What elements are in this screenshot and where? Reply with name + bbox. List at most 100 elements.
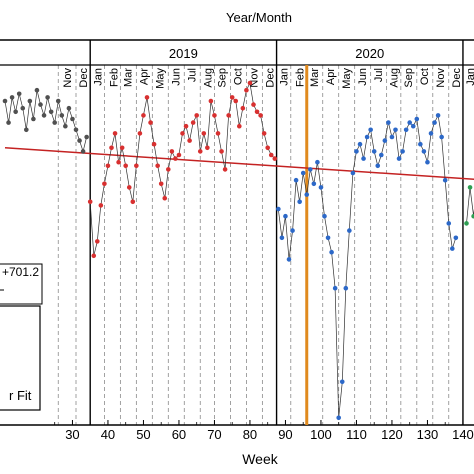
x-tick-label: 80 bbox=[243, 427, 257, 442]
data-point bbox=[169, 149, 175, 154]
data-point bbox=[400, 149, 405, 154]
month-label: Feb bbox=[108, 68, 120, 87]
data-point bbox=[329, 249, 334, 255]
data-point bbox=[155, 163, 160, 169]
month-label: Nov bbox=[62, 68, 74, 88]
data-point bbox=[418, 141, 423, 147]
data-point bbox=[38, 102, 43, 107]
data-point bbox=[31, 116, 36, 122]
data-point bbox=[95, 239, 100, 244]
data-point bbox=[158, 181, 164, 187]
equation-box bbox=[0, 263, 43, 305]
month-label: Oct bbox=[419, 68, 431, 85]
data-point bbox=[45, 95, 50, 100]
data-point bbox=[371, 149, 377, 154]
data-point bbox=[201, 131, 207, 136]
data-point bbox=[442, 177, 448, 183]
x-tick-label: 60 bbox=[172, 427, 186, 442]
data-point bbox=[237, 123, 242, 129]
data-point bbox=[87, 199, 93, 205]
x-tick-label: 30 bbox=[65, 427, 79, 442]
data-point bbox=[311, 181, 317, 187]
x-tick-label: 140 bbox=[452, 427, 474, 442]
data-point bbox=[52, 120, 57, 125]
x-tick-label: 50 bbox=[136, 427, 150, 442]
data-point bbox=[55, 98, 61, 104]
data-point bbox=[251, 102, 256, 107]
month-labels: Nov Dec Jan Feb Mar Apr May Jun Jul Aug Sep Oct Nov D… bbox=[62, 68, 474, 89]
data-point bbox=[304, 192, 310, 197]
x-tick-label: 100 bbox=[310, 427, 332, 442]
data-point bbox=[187, 138, 192, 143]
month-label: Aug bbox=[389, 68, 401, 88]
data-point bbox=[34, 87, 40, 93]
data-point bbox=[148, 120, 153, 125]
data-point bbox=[286, 257, 292, 262]
data-point bbox=[244, 87, 249, 93]
data-point bbox=[410, 123, 416, 129]
data-point bbox=[24, 127, 29, 133]
data-point bbox=[137, 131, 143, 136]
data-point bbox=[446, 221, 452, 226]
data-point bbox=[190, 120, 196, 125]
month-label: Feb bbox=[295, 68, 307, 87]
data-point bbox=[407, 120, 413, 125]
data-point bbox=[318, 185, 324, 190]
data-point bbox=[63, 123, 68, 129]
month-label: May bbox=[154, 68, 166, 89]
data-point bbox=[229, 95, 235, 100]
data-point bbox=[425, 159, 430, 165]
data-point bbox=[368, 127, 373, 133]
data-point bbox=[382, 138, 388, 143]
month-label: Dec bbox=[451, 68, 463, 88]
month-label: Jan bbox=[279, 68, 291, 86]
data-point bbox=[357, 141, 363, 147]
month-label: Jan bbox=[92, 68, 104, 86]
x-tick-label: 40 bbox=[101, 427, 115, 442]
month-label: Dec bbox=[78, 68, 90, 88]
x-tick-label: 90 bbox=[278, 427, 292, 442]
month-label: May bbox=[341, 68, 353, 89]
data-point bbox=[347, 228, 352, 233]
data-point bbox=[183, 123, 189, 129]
data-point bbox=[421, 149, 427, 154]
x-tick-label: 110 bbox=[346, 427, 367, 442]
linear-fit-line bbox=[4, 147, 474, 181]
data-point bbox=[141, 113, 146, 118]
data-point bbox=[205, 145, 210, 151]
month-label: Jan bbox=[465, 68, 474, 86]
data-point bbox=[20, 105, 26, 111]
month-label: Sep bbox=[403, 68, 415, 88]
data-point bbox=[361, 156, 366, 161]
data-point bbox=[6, 120, 11, 125]
month-label: Nov bbox=[435, 68, 447, 88]
data-point bbox=[354, 149, 359, 154]
data-point bbox=[315, 159, 320, 165]
data-point bbox=[80, 149, 86, 154]
data-point bbox=[222, 167, 228, 172]
month-label: Apr bbox=[138, 68, 150, 85]
equation-text: +701.2 bbox=[2, 265, 39, 279]
data-point bbox=[453, 235, 459, 241]
month-label: Apr bbox=[325, 68, 337, 85]
x-tick-label: 70 bbox=[207, 427, 221, 442]
data-point bbox=[300, 170, 306, 176]
data-point bbox=[98, 203, 104, 208]
data-point bbox=[197, 149, 203, 154]
month-label: Aug bbox=[202, 68, 214, 88]
data-point bbox=[176, 152, 182, 158]
data-point bbox=[166, 167, 171, 172]
plot-frame bbox=[0, 39, 474, 426]
data-point bbox=[322, 213, 327, 219]
data-point bbox=[134, 163, 139, 169]
data-point bbox=[16, 91, 22, 97]
data-point bbox=[364, 134, 370, 140]
data-point bbox=[240, 105, 246, 111]
chart-title: Year/Month bbox=[226, 10, 292, 25]
month-label: Oct bbox=[233, 68, 245, 85]
data-point bbox=[261, 131, 267, 136]
data-point bbox=[91, 253, 97, 259]
data-point bbox=[279, 235, 285, 241]
data-point bbox=[283, 213, 288, 219]
month-label: Sep bbox=[217, 68, 229, 88]
